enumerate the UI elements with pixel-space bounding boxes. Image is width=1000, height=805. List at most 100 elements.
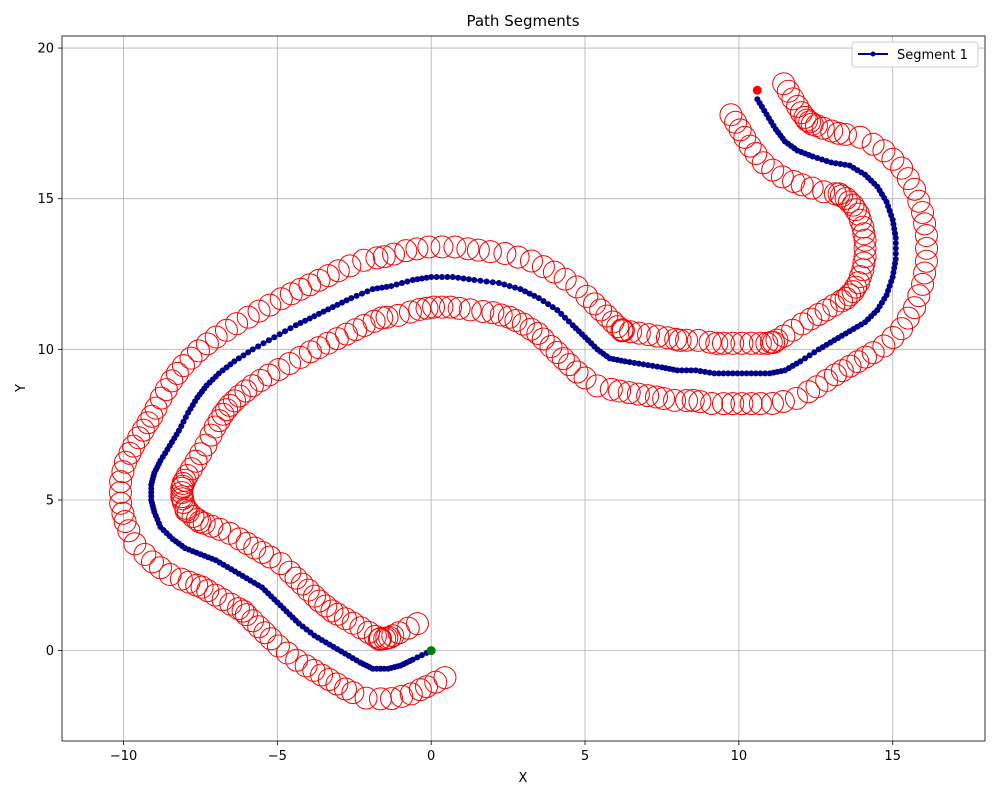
offset-circle xyxy=(637,323,661,347)
offset-circle xyxy=(341,681,365,705)
segment-1-point xyxy=(535,295,542,302)
offset-circle xyxy=(771,389,795,413)
y-tick-label: 0 xyxy=(46,644,54,659)
offset-circle xyxy=(430,295,454,319)
y-tick-label: 5 xyxy=(46,493,54,508)
segment-1-point xyxy=(418,275,425,282)
offset-circle xyxy=(776,79,800,103)
offset-circle xyxy=(211,588,235,612)
offset-circle xyxy=(269,287,293,311)
segment-1-point xyxy=(325,306,332,313)
offset-circle xyxy=(611,318,635,342)
offset-circle xyxy=(211,402,235,426)
offset-circle xyxy=(853,228,877,252)
offset-circle xyxy=(456,237,480,261)
offset-circle xyxy=(790,173,814,197)
offset-circle xyxy=(352,248,376,272)
offset-circle xyxy=(531,255,555,279)
offset-circle xyxy=(841,193,865,217)
offset-circle xyxy=(373,627,397,651)
offset-circle xyxy=(214,318,238,342)
segment-1-point xyxy=(311,313,318,320)
segment-1-point xyxy=(178,423,185,430)
segment-1-point xyxy=(828,159,835,166)
segment-1-point xyxy=(489,279,496,286)
offset-circle xyxy=(218,521,242,545)
offset-circle xyxy=(160,369,184,393)
offset-circle xyxy=(447,296,471,320)
segment-1-point xyxy=(890,221,897,228)
segment-1-point xyxy=(404,278,411,285)
offset-circle xyxy=(606,315,630,339)
offset-circle xyxy=(644,385,668,409)
offset-circle xyxy=(195,332,219,356)
offset-circles xyxy=(108,72,939,711)
offset-circle xyxy=(307,268,331,292)
offset-circle xyxy=(443,235,467,259)
offset-circle xyxy=(711,331,735,355)
segment-1-point xyxy=(506,283,513,290)
offset-circle xyxy=(573,366,597,390)
offset-circle xyxy=(748,331,772,355)
offset-circle xyxy=(174,496,198,520)
offset-circle xyxy=(770,165,794,189)
offset-circle xyxy=(430,235,454,259)
chart-title: Path Segments xyxy=(466,12,579,30)
segment-1-point xyxy=(455,274,462,281)
offset-circle xyxy=(700,391,724,415)
segment-1-point xyxy=(182,414,189,421)
segment-1-point xyxy=(240,352,247,359)
offset-circle xyxy=(531,327,555,351)
segment-1-point xyxy=(343,297,350,304)
offset-circle xyxy=(165,361,189,385)
segment-1-point xyxy=(471,277,478,284)
offset-circle xyxy=(320,599,344,623)
offset-circle xyxy=(325,672,349,696)
segment-1-point xyxy=(414,276,421,283)
segment-1-point xyxy=(688,367,695,374)
offset-circle xyxy=(903,177,927,201)
segment-1-point xyxy=(635,360,642,367)
offset-circle xyxy=(553,267,577,291)
offset-circle xyxy=(728,118,752,142)
segment-1-point xyxy=(302,317,309,324)
offset-circle xyxy=(414,675,438,699)
offset-circle xyxy=(823,363,847,387)
offset-circle xyxy=(721,331,745,355)
offset-circle xyxy=(903,296,927,320)
offset-circle xyxy=(363,624,387,648)
offset-circle xyxy=(744,142,768,165)
offset-circle xyxy=(333,607,357,631)
offset-circle xyxy=(370,306,394,330)
segment-1-point xyxy=(369,286,376,293)
offset-circle xyxy=(117,519,141,543)
offset-circle xyxy=(367,627,391,651)
segment-1-point xyxy=(364,288,371,295)
x-tick-label: 10 xyxy=(731,749,748,764)
offset-circle xyxy=(352,313,376,337)
offset-circle xyxy=(190,575,214,599)
y-tick-label: 20 xyxy=(37,42,54,57)
offset-circle xyxy=(335,322,359,346)
segment-1-point xyxy=(891,225,898,232)
offset-circle xyxy=(219,592,243,616)
offset-circle xyxy=(798,110,822,134)
plot-frame xyxy=(61,35,986,742)
offset-circle xyxy=(275,641,299,665)
offset-circle xyxy=(326,602,350,626)
offset-circle xyxy=(169,567,193,591)
offset-circle xyxy=(478,240,502,264)
offset-circle xyxy=(890,156,914,180)
segment-1-point xyxy=(890,269,897,276)
segment-1-point xyxy=(622,358,629,365)
segment-1-point xyxy=(423,274,430,281)
offset-circle xyxy=(575,284,599,308)
offset-circle xyxy=(149,386,173,410)
offset-circle xyxy=(258,545,282,569)
segment-1-point xyxy=(315,310,322,317)
segment-1-point xyxy=(734,370,741,377)
offset-circle xyxy=(837,190,861,214)
offset-circle xyxy=(748,392,772,416)
segment-1-point xyxy=(892,230,899,237)
offset-circle xyxy=(834,186,858,210)
